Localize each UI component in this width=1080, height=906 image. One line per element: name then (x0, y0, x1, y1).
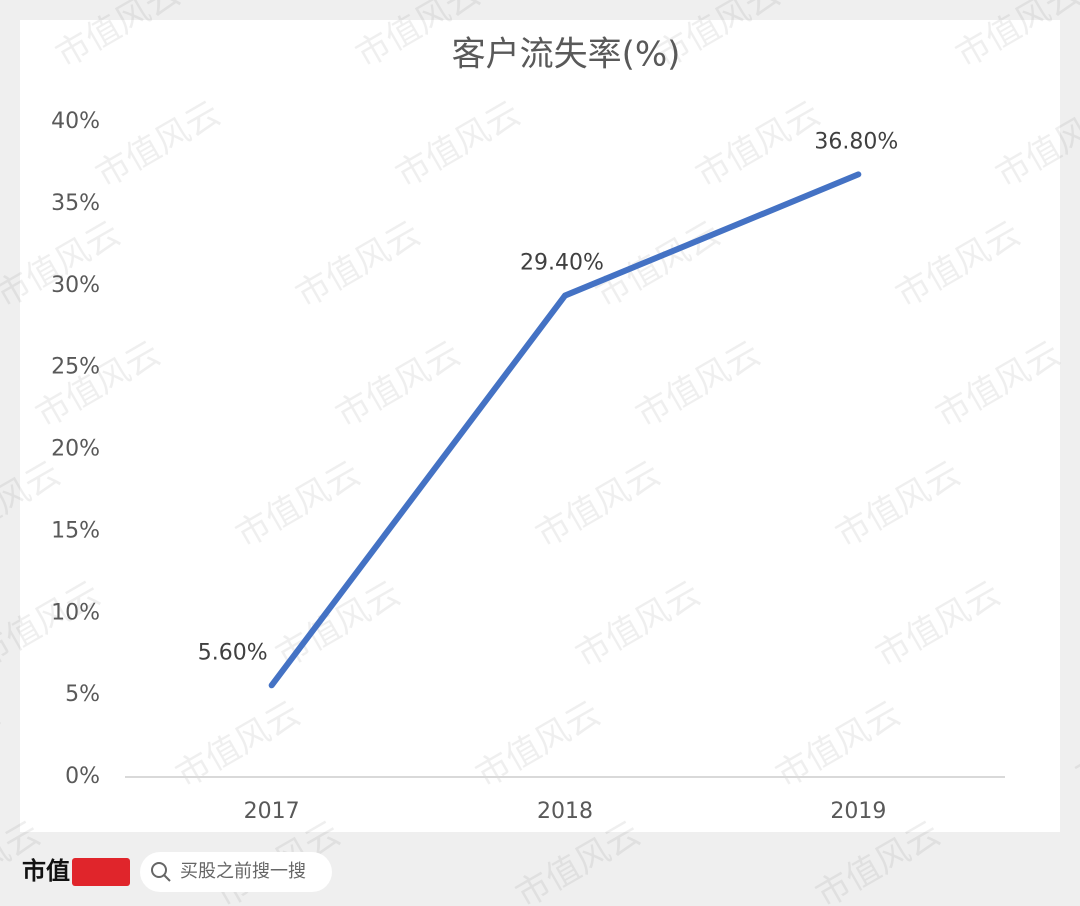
chart-card (20, 20, 1060, 832)
y-tick-label: 35% (51, 191, 100, 216)
x-tick-label: 2017 (244, 799, 300, 824)
data-label: 5.60% (198, 640, 268, 665)
series-line (268, 171, 862, 689)
y-tick-label: 25% (51, 355, 100, 380)
y-tick-label: 10% (51, 600, 100, 625)
search-icon-handle (163, 874, 171, 882)
search-icon (151, 862, 167, 878)
data-label: 29.40% (520, 251, 604, 276)
brand-logo (72, 858, 130, 886)
y-tick-label: 40% (51, 109, 100, 134)
watermark: 市值风云 (1069, 693, 1080, 796)
y-tick-label: 20% (51, 437, 100, 462)
watermark: 市值风云 (0, 693, 7, 796)
search-placeholder: 买股之前搜一搜 (180, 861, 306, 882)
x-tick-label: 2018 (537, 799, 593, 824)
y-tick-label: 5% (65, 682, 100, 707)
chart-title: 客户流失率(%) (452, 35, 681, 75)
y-tick-label: 30% (51, 273, 100, 298)
search-box[interactable] (140, 852, 332, 892)
x-tick-label: 2019 (830, 799, 886, 824)
data-label: 36.80% (814, 129, 898, 154)
y-tick-label: 0% (65, 764, 100, 789)
footer-brand: 市值 (22, 857, 70, 885)
y-tick-label: 15% (51, 518, 100, 543)
